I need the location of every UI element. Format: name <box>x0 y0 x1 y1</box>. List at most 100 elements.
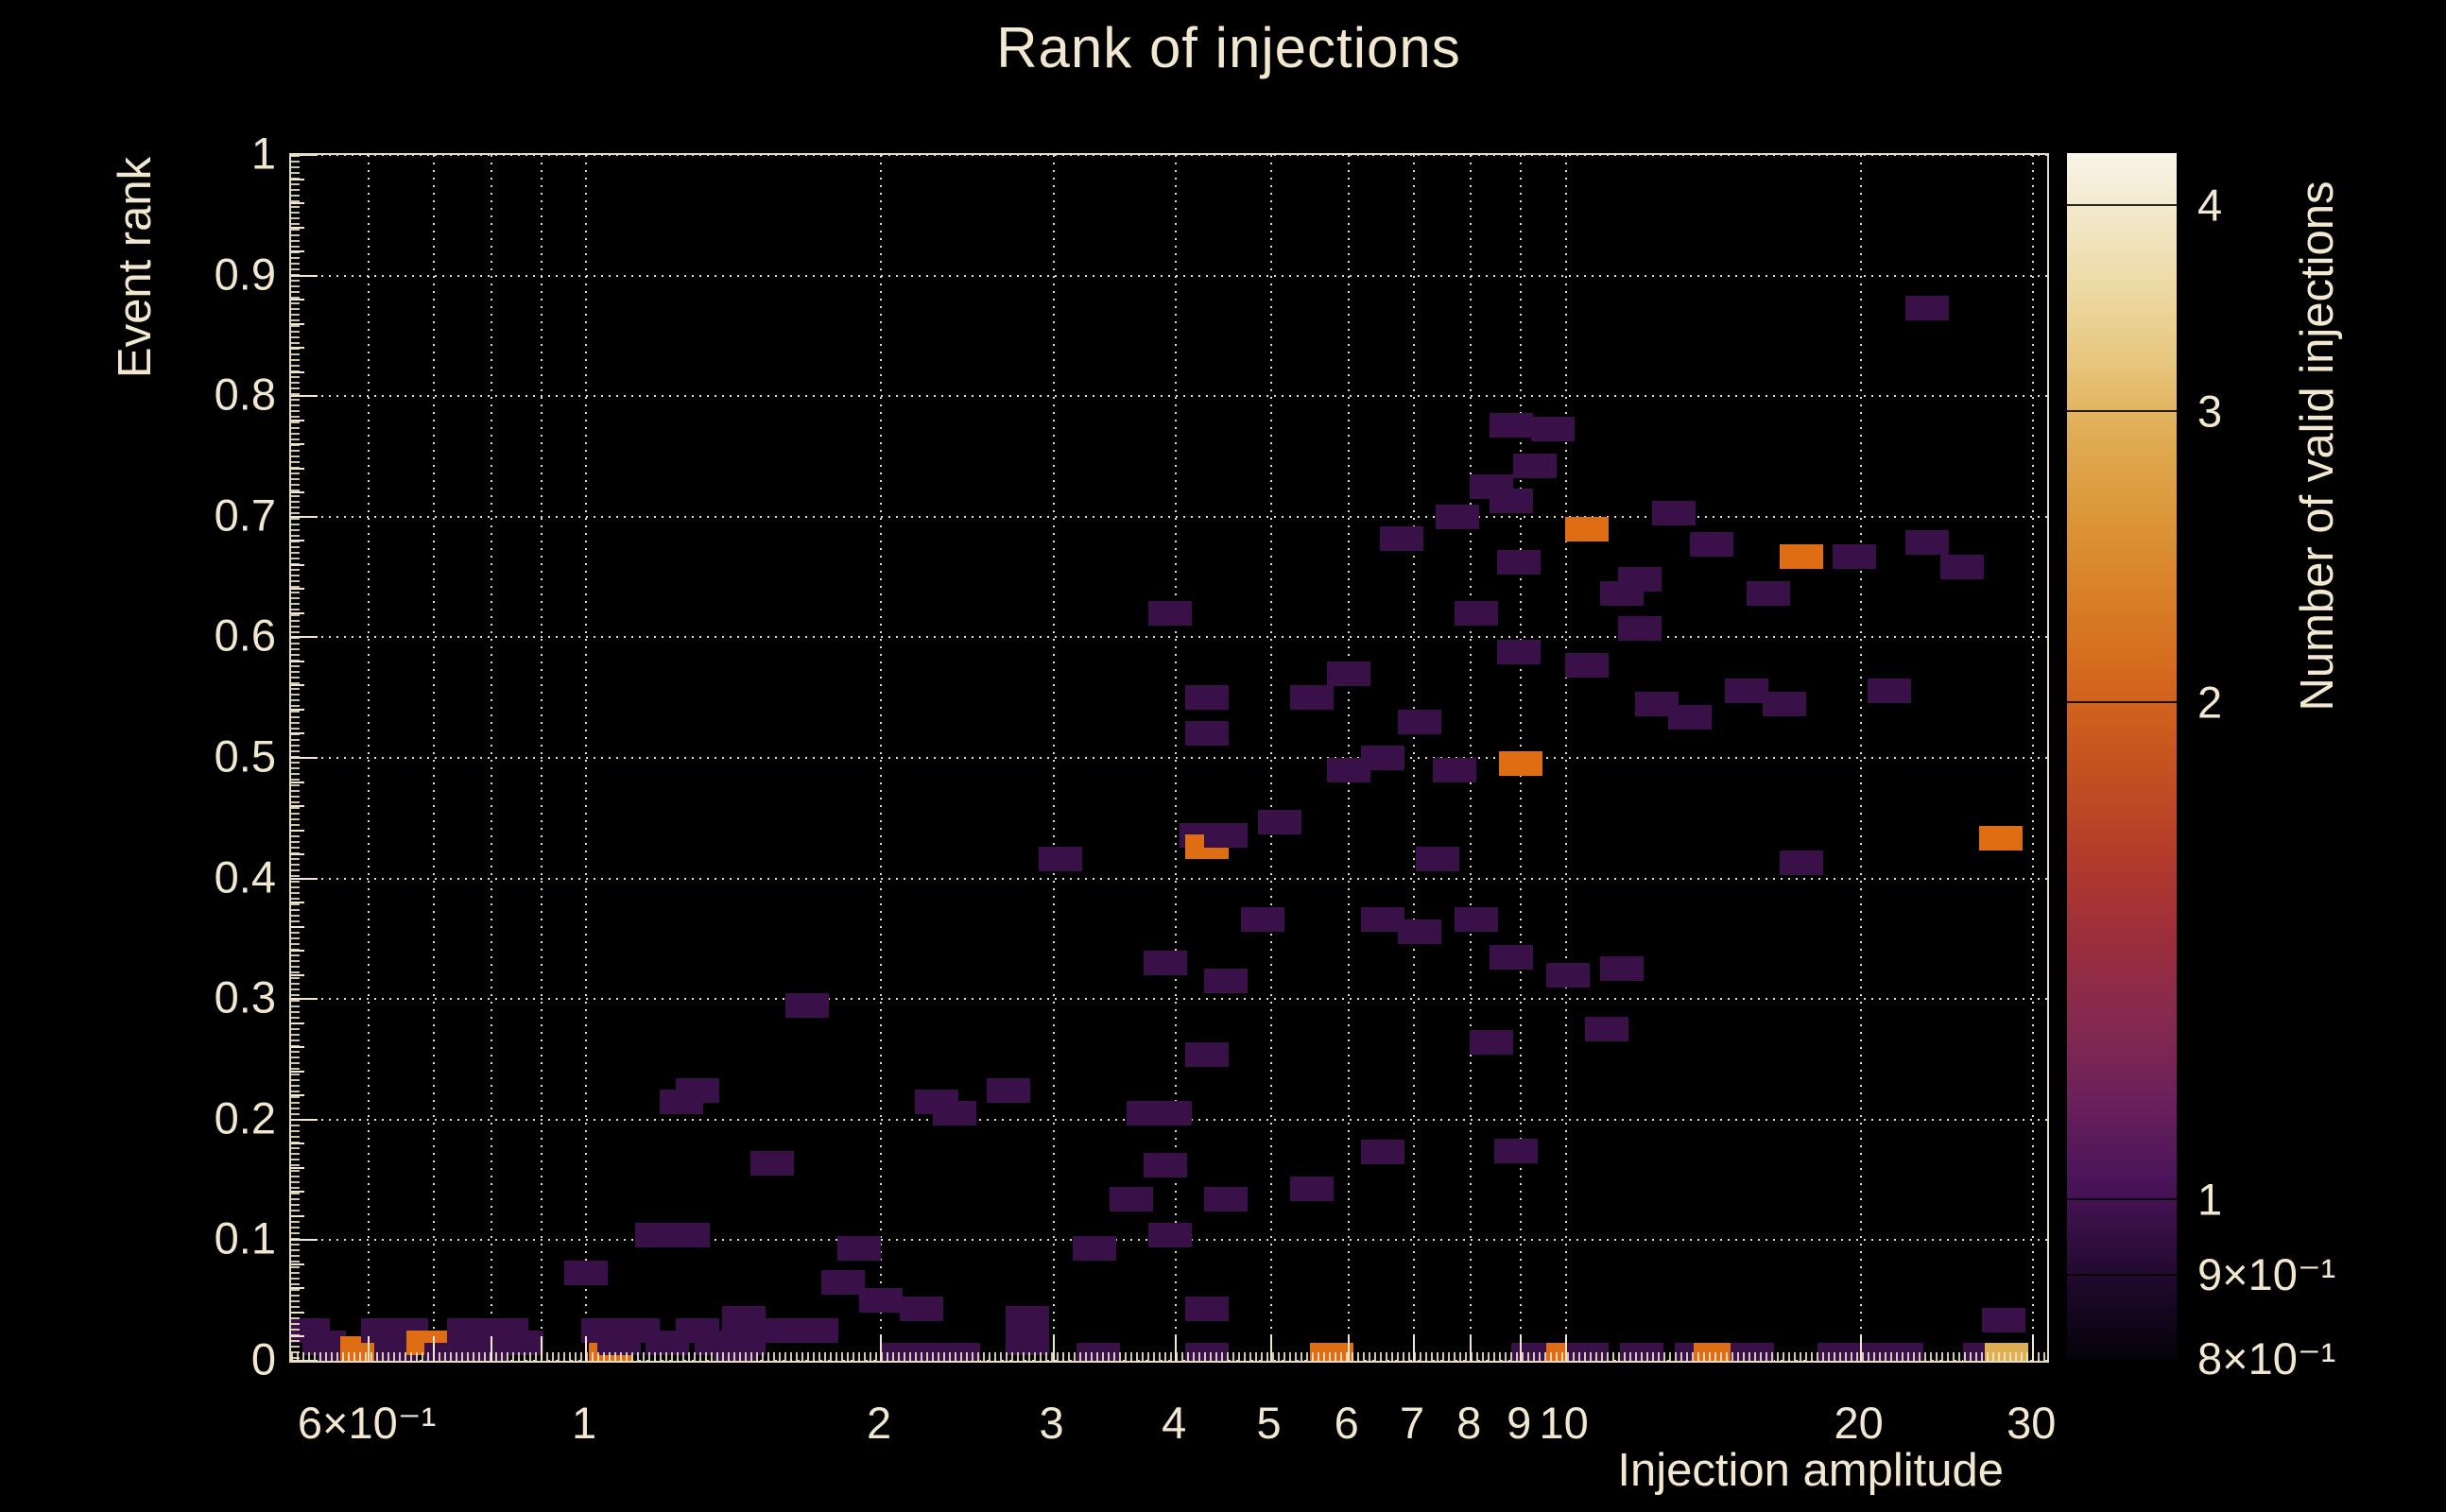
data-cell <box>1747 581 1791 607</box>
y-axis-minor-tick <box>291 250 304 253</box>
data-cell <box>1143 1153 1187 1178</box>
gridline-horizontal <box>291 274 2047 277</box>
y-axis-minor-tick <box>291 491 304 494</box>
x-tick-label: 9 <box>1507 1398 1532 1448</box>
data-cell <box>1398 709 1442 734</box>
x-axis-major-tick <box>1470 1336 1473 1361</box>
x-axis-major-tick <box>540 1336 543 1361</box>
y-axis-minor-tick <box>291 708 304 711</box>
x-tick-label: 10 <box>1539 1398 1589 1448</box>
data-cell <box>1868 678 1912 703</box>
y-tick-label: 0.8 <box>214 369 276 420</box>
x-axis-major-tick <box>880 1336 883 1361</box>
data-cell <box>1398 919 1442 944</box>
y-axis-major-tick <box>291 155 318 156</box>
colorbar-tick-label: 9×10⁻¹ <box>2197 1248 2336 1299</box>
gridline-vertical <box>1269 155 1272 1361</box>
y-axis-minor-tick <box>291 853 304 856</box>
data-cell <box>1690 532 1734 558</box>
chart-title: Rank of injections <box>996 16 1461 79</box>
x-axis-major-tick <box>1175 1336 1178 1361</box>
x-tick-label: 6×10⁻¹ <box>297 1398 437 1448</box>
data-cell <box>1184 685 1229 711</box>
y-tick-label: 0.7 <box>214 490 276 541</box>
data-cell <box>1326 661 1370 686</box>
data-cell <box>1905 529 1950 555</box>
y-axis-minor-tick <box>291 202 304 205</box>
y-axis-major-tick <box>291 1239 318 1242</box>
colorbar-tick-label: 2 <box>2197 677 2223 728</box>
x-tick-label: 4 <box>1162 1398 1187 1448</box>
data-cell <box>1496 639 1541 664</box>
data-cell <box>665 1223 710 1248</box>
data-cell <box>1832 543 1876 569</box>
x-axis-major-tick <box>2032 1336 2035 1361</box>
y-axis-minor-tick <box>291 660 304 662</box>
data-cell <box>676 1078 720 1104</box>
gridline-vertical <box>1413 155 1416 1361</box>
y-axis-minor-tick <box>291 1311 304 1314</box>
data-cell <box>933 1101 977 1126</box>
colorbar-tick-label: 1 <box>2197 1174 2223 1225</box>
x-axis-major-tick <box>1052 1336 1055 1361</box>
gridline-vertical <box>880 155 883 1361</box>
plot-frame <box>289 153 2049 1363</box>
x-tick-label: 3 <box>1039 1398 1064 1448</box>
data-cell <box>1454 600 1498 626</box>
y-axis-minor-tick <box>291 781 304 783</box>
y-tick-label: 1 <box>250 128 276 179</box>
data-cell <box>1652 500 1697 525</box>
data-cell <box>859 1288 904 1314</box>
y-axis-minor-tick <box>291 563 304 566</box>
colorbar-tick <box>2054 1197 2177 1200</box>
colorbar-tick-label: 8×10⁻¹ <box>2197 1333 2336 1383</box>
data-cell <box>1143 950 1187 975</box>
data-cell <box>1148 600 1193 626</box>
y-axis-minor-tick <box>291 588 304 591</box>
y-axis-minor-tick <box>291 1046 304 1049</box>
x-tick-label: 8 <box>1456 1398 1482 1448</box>
data-cell <box>1599 956 1644 982</box>
data-cell <box>1289 685 1334 711</box>
y-axis-minor-tick <box>291 1094 304 1097</box>
gridline-vertical <box>1859 155 1862 1361</box>
y-tick-label: 0.9 <box>214 249 276 300</box>
x-tick-label: 1 <box>571 1398 597 1448</box>
data-cell <box>1490 489 1534 514</box>
colorbar-tick <box>2054 1273 2177 1276</box>
data-cell <box>1762 691 1806 716</box>
colorbar-title: Number of valid injections <box>2292 180 2343 712</box>
y-axis-minor-tick <box>291 540 304 542</box>
gridline-horizontal <box>291 515 2047 518</box>
colorbar-tick-label: 4 <box>2197 180 2223 231</box>
data-cell <box>1564 652 1609 678</box>
y-axis-minor-tick <box>291 973 304 976</box>
data-cell <box>1257 809 1301 834</box>
data-cell <box>1360 1140 1404 1165</box>
x-tick-label: 6 <box>1334 1398 1359 1448</box>
data-cell <box>1416 847 1460 872</box>
y-tick-label: 0.1 <box>214 1212 276 1263</box>
data-cell <box>784 992 829 1018</box>
y-tick-label: 0.4 <box>214 851 276 902</box>
y-axis-minor-tick <box>291 347 304 350</box>
data-cell <box>1109 1187 1153 1212</box>
data-cell <box>750 1150 795 1176</box>
plot-area <box>291 155 2047 1361</box>
y-axis-major-tick <box>291 1118 318 1121</box>
data-cell <box>987 1078 1031 1104</box>
y-axis-major-tick <box>291 757 318 759</box>
y-axis-minor-tick <box>291 178 304 180</box>
data-cell <box>1668 704 1713 730</box>
data-cell <box>1005 1330 1049 1355</box>
data-cell <box>1494 1138 1539 1163</box>
colorbar-tick <box>2054 203 2177 206</box>
y-axis-minor-tick <box>291 1214 304 1217</box>
y-axis-minor-tick <box>291 322 304 325</box>
colorbar-tick <box>2054 410 2177 413</box>
data-cell <box>1435 504 1479 529</box>
data-cell <box>821 1270 866 1296</box>
y-axis-major-tick <box>291 636 318 639</box>
data-cell <box>1512 454 1557 479</box>
data-cell <box>1072 1236 1116 1262</box>
